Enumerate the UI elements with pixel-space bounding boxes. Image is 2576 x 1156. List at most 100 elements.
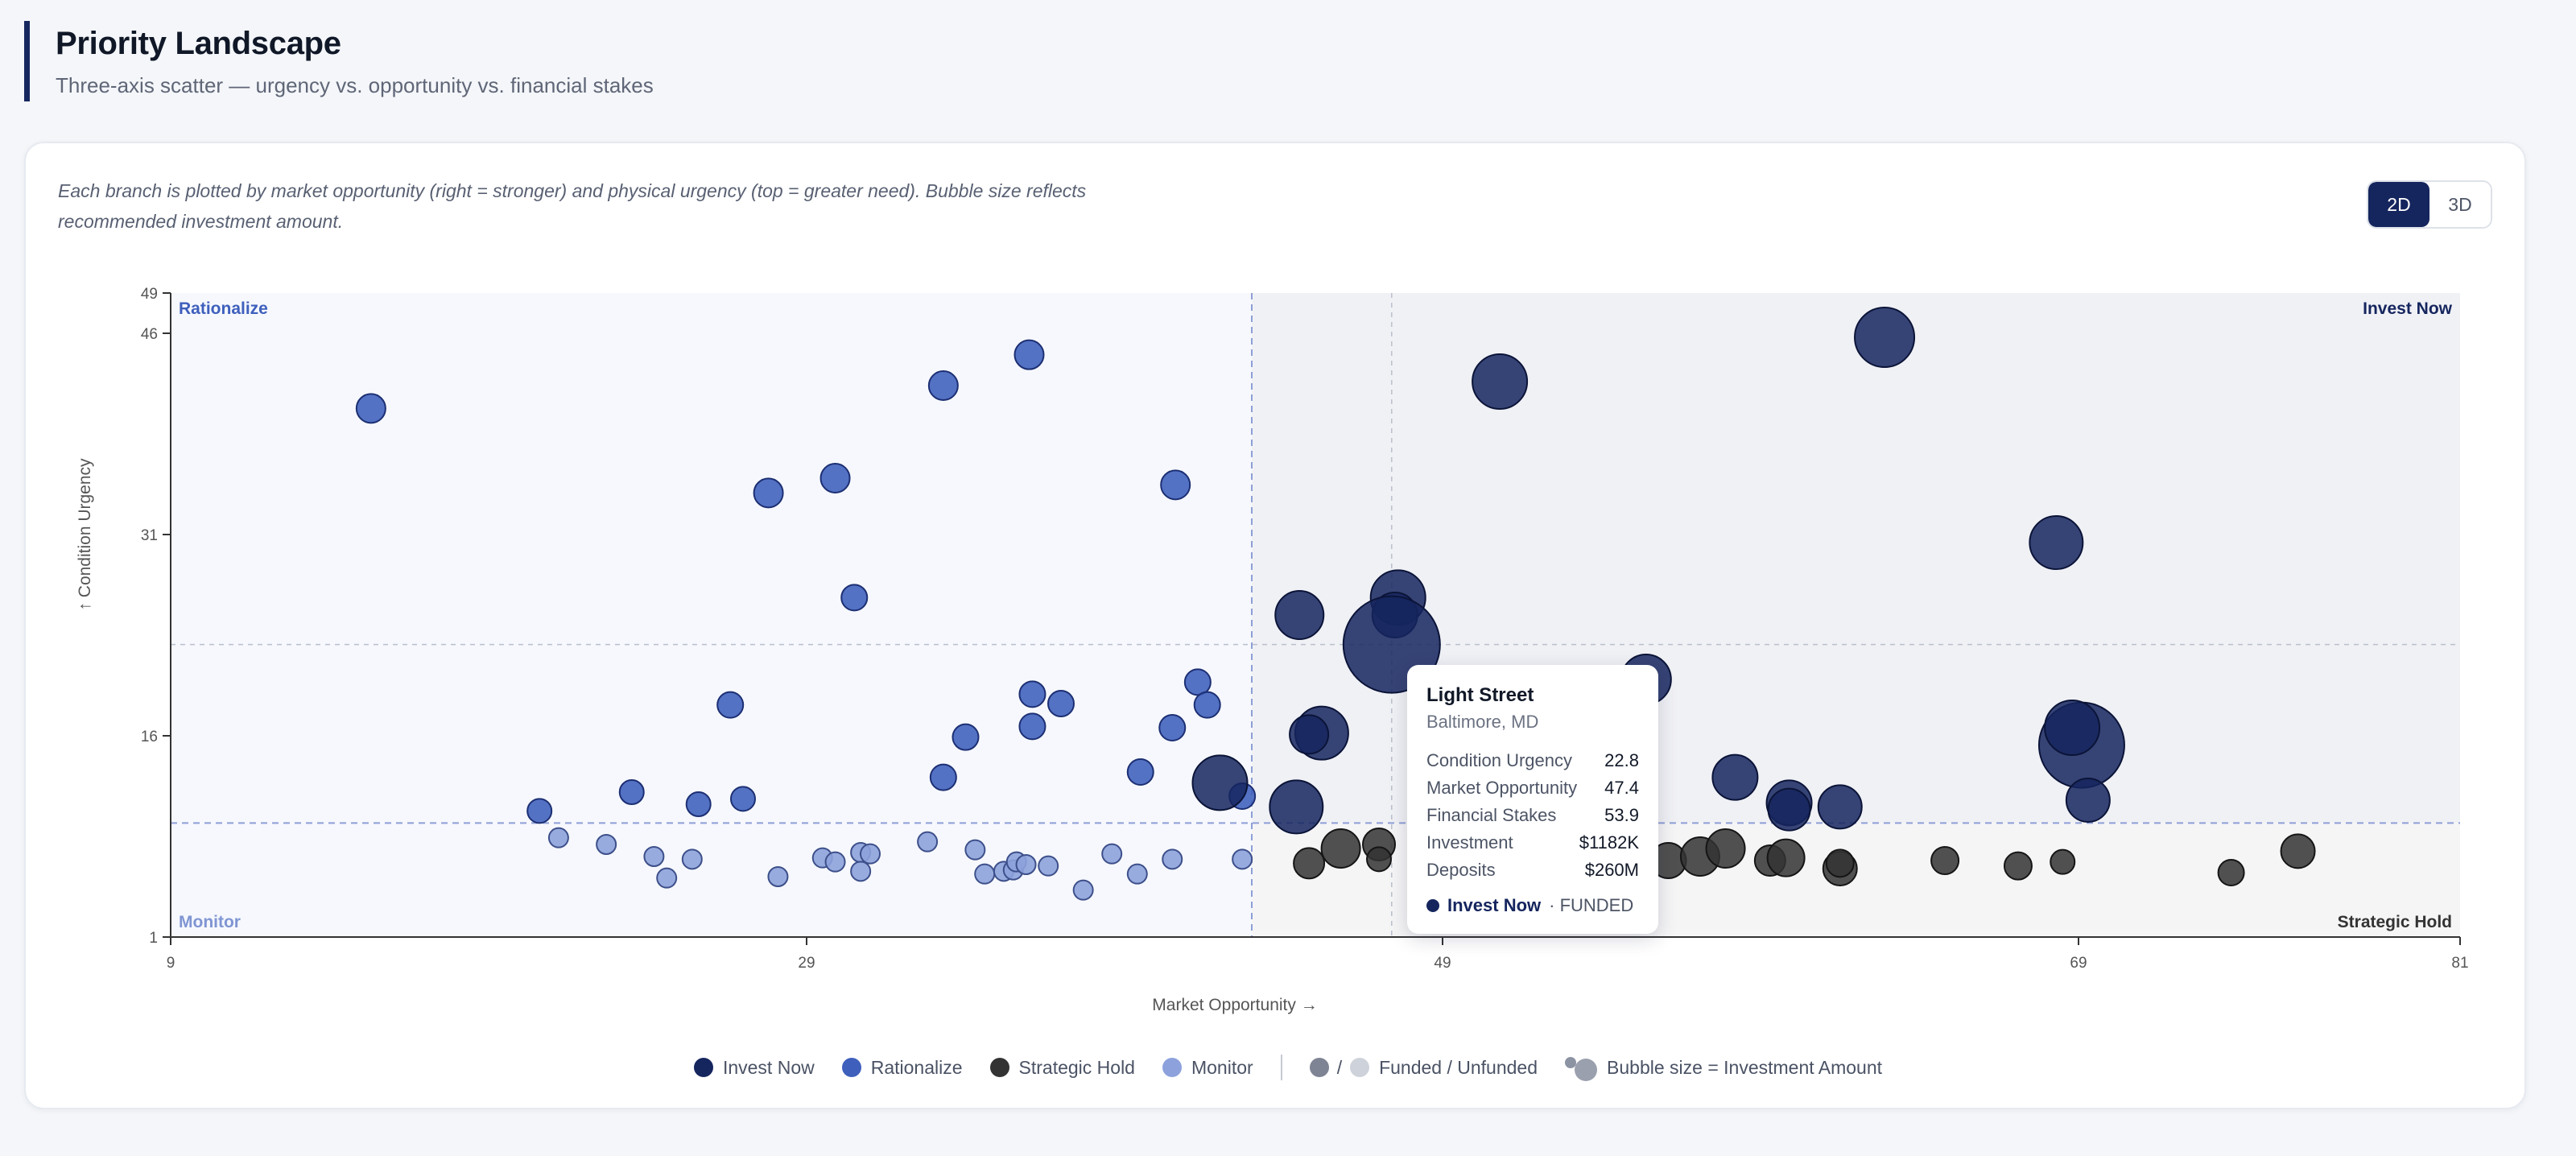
legend-slash: / bbox=[1336, 1056, 1343, 1078]
tooltip-row: Condition Urgency 22.8 bbox=[1426, 747, 1639, 774]
y-tick-label: 16 bbox=[141, 729, 158, 745]
legend-label: Rationalize bbox=[870, 1056, 963, 1078]
bubble-size-icon bbox=[1565, 1055, 1598, 1081]
bubble-rationalize bbox=[1193, 691, 1221, 719]
legend-item-monitor[interactable]: Monitor bbox=[1162, 1057, 1253, 1079]
x-axis-label: Market Opportunity → bbox=[1152, 996, 1317, 1014]
tooltip-row-value: 53.9 bbox=[1604, 805, 1639, 825]
bubble-strategic-hold bbox=[2217, 859, 2245, 886]
y-tick-label: 31 bbox=[141, 527, 158, 544]
bubble-rationalize bbox=[1126, 758, 1154, 786]
x-tick-label: 81 bbox=[2451, 955, 2468, 972]
bubble-strategic-hold bbox=[1705, 828, 1746, 869]
tooltip-branch-name: Light Street bbox=[1426, 684, 1534, 706]
bubble-monitor bbox=[547, 827, 569, 848]
bubble-invest-now bbox=[2029, 515, 2084, 570]
bubble-rationalize bbox=[952, 723, 980, 751]
tooltip-quadrant-dot-icon bbox=[1426, 899, 1439, 912]
toggle-3d-button[interactable]: 3D bbox=[2429, 182, 2491, 227]
quadrant-label-invest-now: Invest Now bbox=[2363, 299, 2453, 318]
page-subtitle: Three-axis scatter — urgency vs. opportu… bbox=[56, 73, 654, 97]
scatter-chart: 9 29 49 69 81 1 16 31 46 49 Rationalize Invest No… bbox=[76, 286, 2469, 1014]
bubble-invest-now bbox=[2044, 700, 2101, 756]
tooltip-location: Baltimore, MD bbox=[1426, 712, 1539, 732]
bubble-strategic-hold bbox=[2003, 851, 2033, 881]
bubbles bbox=[355, 307, 2316, 901]
bubble-monitor bbox=[656, 867, 678, 889]
bubble-invest-now bbox=[2065, 778, 2111, 823]
bubble-invest-now bbox=[1817, 784, 1863, 830]
bubble-monitor bbox=[1232, 848, 1253, 870]
bubble-rationalize bbox=[840, 584, 869, 612]
bubble-invest-now bbox=[1854, 307, 1916, 368]
tooltip-row-label: Market Opportunity bbox=[1426, 778, 1578, 798]
quadrant-labels: Rationalize Invest Now Monitor Strategic… bbox=[179, 299, 2453, 931]
bubble-invest-now bbox=[1711, 753, 1759, 801]
bubble-rationalize bbox=[716, 691, 745, 719]
x-tick-label: 69 bbox=[2070, 955, 2087, 972]
x-tick-label: 29 bbox=[798, 955, 815, 972]
bubble-rationalize bbox=[927, 370, 959, 401]
quadrant-label-rationalize: Rationalize bbox=[179, 299, 268, 318]
bubble-strategic-hold bbox=[1825, 848, 1855, 878]
quadrant-backgrounds bbox=[171, 293, 2460, 937]
bubble-strategic-hold bbox=[2050, 848, 2076, 875]
bubble-invest-now bbox=[1472, 353, 1529, 410]
unfunded-dot-icon bbox=[1350, 1058, 1370, 1077]
tooltip-quadrant: Invest Now bbox=[1447, 895, 1542, 915]
y-tick-label: 49 bbox=[141, 286, 158, 303]
tooltip-row-value: $1182K bbox=[1579, 832, 1639, 853]
legend-item-strategic-hold[interactable]: Strategic Hold bbox=[989, 1056, 1135, 1079]
bubble-rationalize bbox=[819, 463, 851, 493]
chart-legend: Invest Now Rationalize Strategic Hold Mo… bbox=[0, 1051, 2576, 1084]
tooltip-row-value: 22.8 bbox=[1604, 750, 1639, 770]
tooltip-row: Deposits $260M bbox=[1426, 857, 1639, 884]
bubble-monitor bbox=[1072, 879, 1094, 901]
chart-description: Each branch is plotted by market opportu… bbox=[58, 180, 1087, 232]
bubble-rationalize bbox=[753, 477, 784, 509]
legend-dot-icon bbox=[1162, 1058, 1182, 1077]
legend-item-invest-now[interactable]: Invest Now bbox=[693, 1056, 815, 1079]
bubble-invest-now bbox=[1274, 590, 1325, 640]
tooltip-row: Market Opportunity 47.4 bbox=[1426, 774, 1639, 802]
bubble-monitor bbox=[860, 843, 881, 865]
bubble-rationalize bbox=[929, 763, 957, 791]
bubble-rationalize bbox=[618, 779, 645, 805]
bubble-monitor bbox=[964, 839, 986, 861]
page-title: Priority Landscape bbox=[56, 26, 341, 61]
legend-divider bbox=[1280, 1055, 1282, 1080]
toggle-2d-button[interactable]: 2D bbox=[2368, 182, 2429, 227]
bubble-monitor bbox=[1101, 843, 1123, 865]
bubble-rationalize bbox=[355, 393, 386, 424]
bubble-rationalize bbox=[1047, 690, 1075, 717]
branch-tooltip: Light Street Baltimore, MD Condition Urg… bbox=[1407, 665, 1658, 934]
legend-label: Strategic Hold bbox=[1018, 1056, 1135, 1078]
tooltip-row-label: Investment bbox=[1426, 832, 1513, 853]
bubble-invest-now bbox=[1767, 787, 1811, 832]
bubble-rationalize bbox=[1018, 680, 1046, 708]
legend-item-bubble-size: Bubble size = Investment Amount bbox=[1565, 1055, 1882, 1081]
quadrant-label-monitor: Monitor bbox=[179, 913, 241, 931]
axes: 9 29 49 69 81 1 16 31 46 49 bbox=[141, 286, 2469, 972]
legend-label: Funded / Unfunded bbox=[1379, 1056, 1538, 1078]
bubble-strategic-hold bbox=[1766, 838, 1806, 877]
bubble-monitor bbox=[643, 846, 665, 867]
legend-item-rationalize[interactable]: Rationalize bbox=[841, 1056, 963, 1079]
tooltip-row-label: Financial Stakes bbox=[1426, 805, 1557, 825]
x-tick-label: 49 bbox=[1434, 955, 1451, 972]
tooltip-row-value: $260M bbox=[1584, 860, 1639, 880]
bubble-monitor bbox=[1038, 855, 1059, 877]
bubble-invest-now bbox=[1191, 754, 1249, 811]
legend-label: Invest Now bbox=[722, 1056, 815, 1078]
bubble-strategic-hold bbox=[2280, 833, 2316, 869]
bubble-invest-now bbox=[1289, 714, 1330, 755]
bubble-strategic-hold bbox=[1366, 846, 1392, 873]
bubble-strategic-hold bbox=[1320, 828, 1361, 869]
tooltip-row: Financial Stakes 53.9 bbox=[1426, 802, 1639, 829]
bubble-monitor bbox=[974, 863, 996, 885]
legend-dot-icon bbox=[693, 1058, 713, 1077]
bubble-monitor bbox=[850, 861, 872, 882]
quadrant-left-bg bbox=[171, 293, 1252, 937]
tooltip-row-label: Condition Urgency bbox=[1426, 750, 1572, 770]
y-axis-label: ↑ Condition Urgency bbox=[76, 458, 94, 611]
